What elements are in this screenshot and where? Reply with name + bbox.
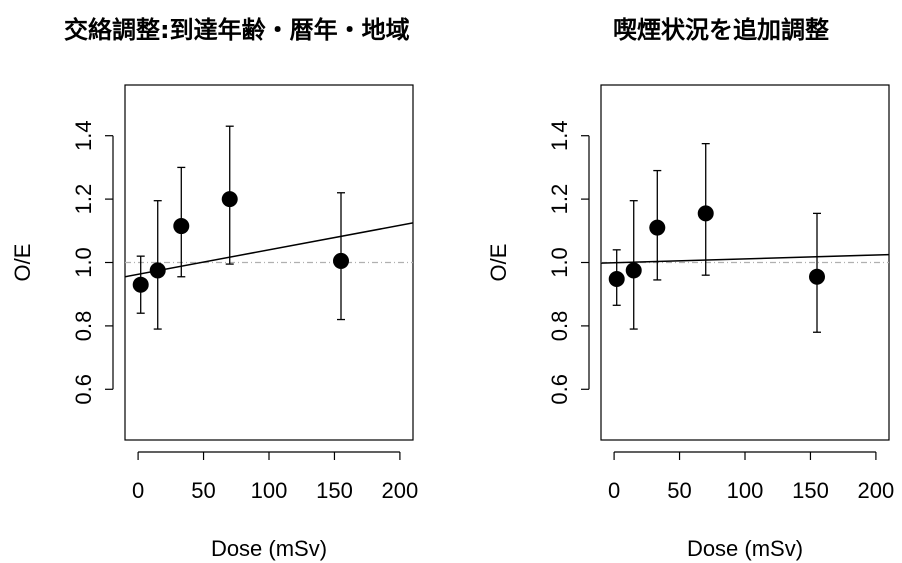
data-point <box>625 262 642 279</box>
y-tick-label: 1.0 <box>71 247 96 278</box>
fit-line <box>601 253 889 264</box>
data-point <box>649 219 666 236</box>
left-panel-title: 交絡調整:到達年齢・暦年・地域 <box>64 16 410 44</box>
data-point <box>132 276 149 293</box>
y-tick-label: 1.0 <box>547 247 572 278</box>
x-tick-label: 50 <box>191 478 215 503</box>
x-tick-label: 0 <box>608 478 620 503</box>
y-tick-label: 0.8 <box>71 311 96 342</box>
y-tick-label: 1.4 <box>547 120 572 151</box>
data-point <box>221 191 238 208</box>
data-point <box>333 252 349 269</box>
x-tick-label: 150 <box>792 478 829 503</box>
data-point <box>608 270 625 287</box>
x-tick-label: 150 <box>316 478 353 503</box>
data-point <box>173 218 190 235</box>
y-tick-label: 0.6 <box>547 374 572 405</box>
x-tick-label: 200 <box>382 478 419 503</box>
data-point <box>809 268 825 285</box>
y-tick-label: 0.6 <box>71 374 96 405</box>
y-tick-label: 1.2 <box>71 184 96 215</box>
x-axis-title: Dose (mSv) <box>211 536 327 561</box>
left-plot: 0 50 100 150 200 Dose (mSv) 0.6 0.8 1.0 1.2 1.4 O/E <box>10 84 419 561</box>
y-tick-label: 1.4 <box>71 120 96 151</box>
x-tick-label: 100 <box>251 478 288 503</box>
x-tick-label: 200 <box>858 478 895 503</box>
fit-line <box>125 222 413 278</box>
y-axis-title: O/E <box>486 244 511 282</box>
y-tick-label: 1.2 <box>547 184 572 215</box>
data-point <box>697 205 714 222</box>
x-tick-label: 0 <box>132 478 144 503</box>
y-axis-title: O/E <box>10 244 35 282</box>
right-panel-title: 喫煙状況を追加調整 <box>613 16 829 44</box>
right-plot: 0 50 100 150 200 Dose (mSv) 0.6 0.8 1.0 1.2 1.4 O/E <box>486 84 895 561</box>
data-point <box>149 262 166 279</box>
x-axis-title: Dose (mSv) <box>687 536 803 561</box>
x-tick-label: 50 <box>667 478 691 503</box>
x-tick-label: 100 <box>727 478 764 503</box>
y-tick-label: 0.8 <box>547 311 572 342</box>
